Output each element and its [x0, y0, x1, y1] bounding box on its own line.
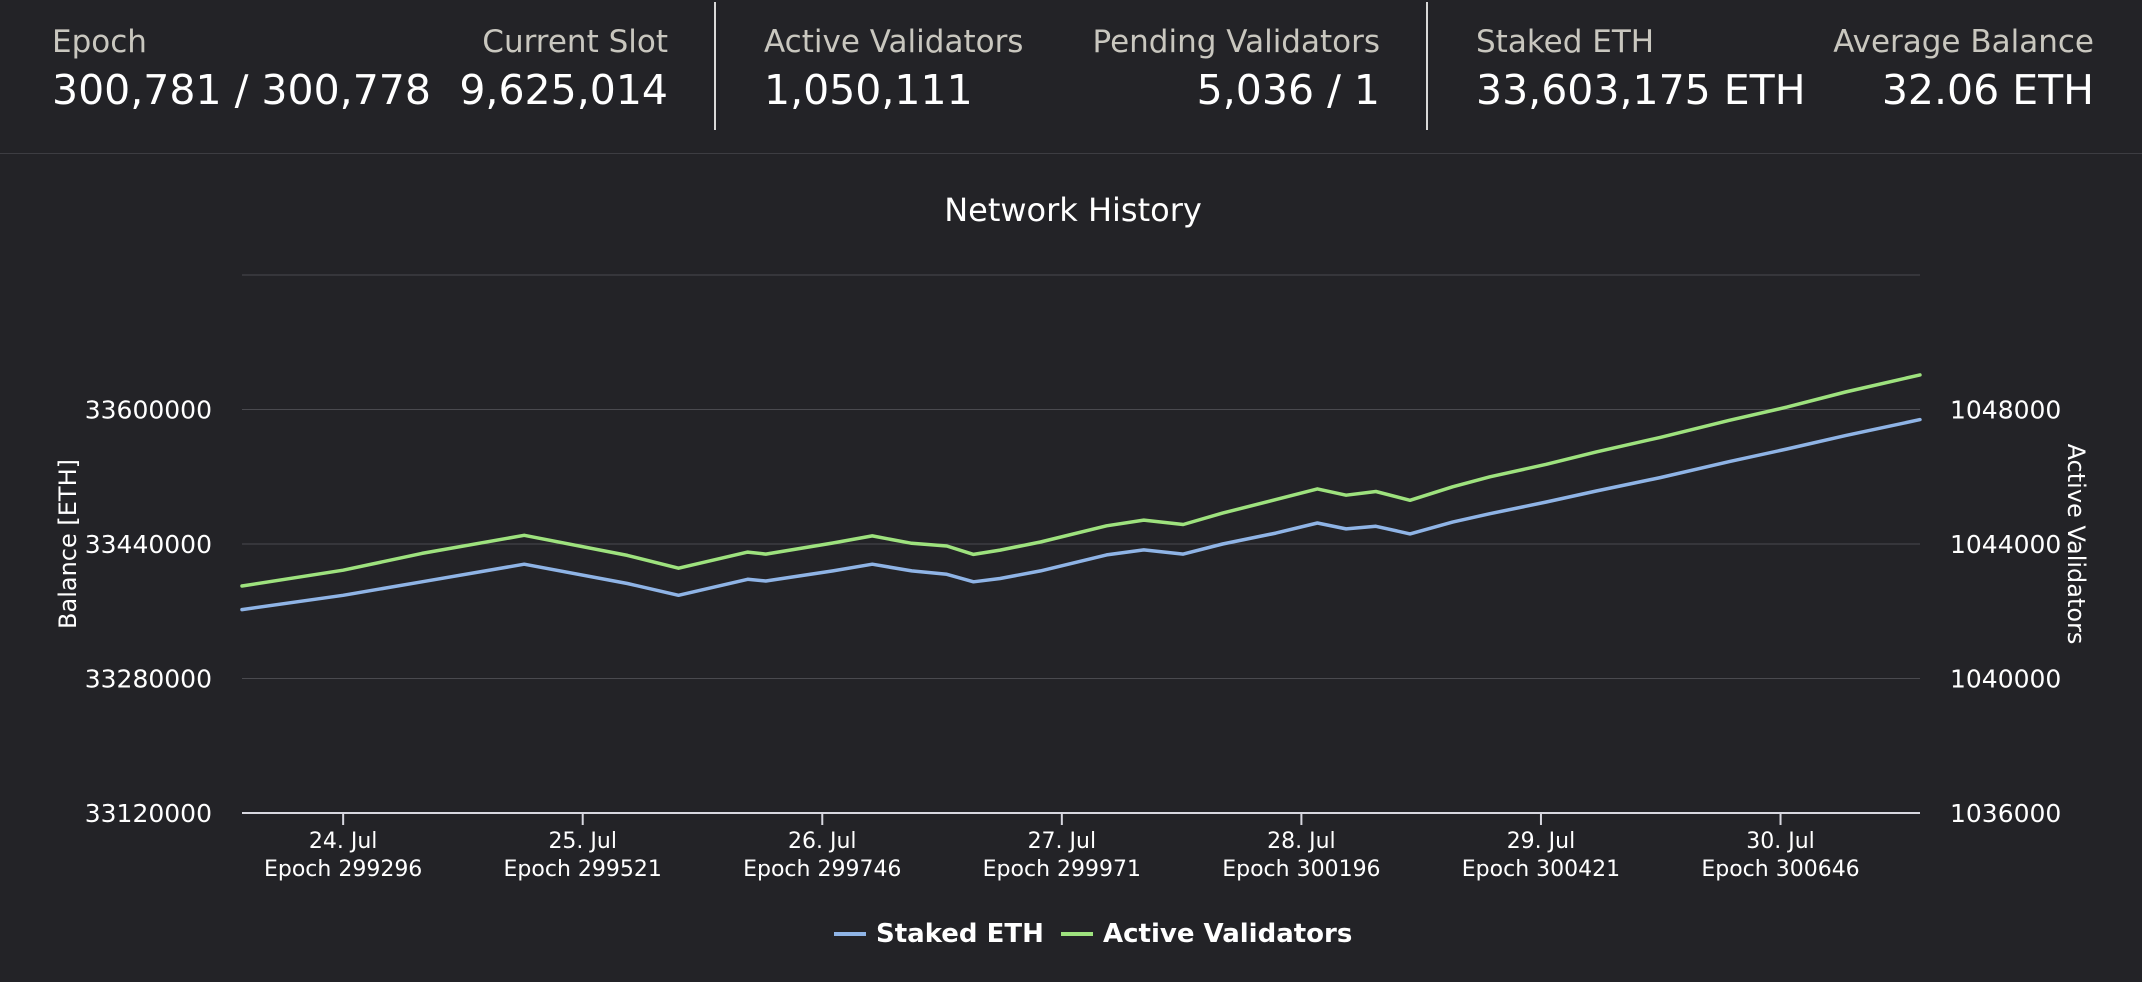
- stat-staked-eth: Staked ETH 33,603,175 ETH: [1476, 22, 1806, 118]
- x-tick-date-label: 27. Jul: [1028, 829, 1097, 854]
- legend-label-staked-eth: Staked ETH: [876, 919, 1044, 949]
- grid-layer: [242, 274, 1920, 679]
- y-left-tick-label: 33600000: [85, 396, 212, 425]
- stat-pending-validators: Pending Validators 5,036 / 1: [1093, 22, 1381, 118]
- x-tick-date-label: 26. Jul: [788, 829, 857, 854]
- x-tick-date-label: 24. Jul: [309, 829, 378, 854]
- stat-pending-validators-value: 5,036 / 1: [1196, 66, 1380, 114]
- stat-epoch-label: Epoch: [52, 24, 147, 60]
- chart-legend[interactable]: Staked ETH Active Validators: [834, 919, 1352, 949]
- stat-current-slot: Current Slot 9,625,014: [459, 22, 668, 118]
- y-left-tick-label: 33120000: [85, 799, 212, 828]
- x-tick-epoch-label: Epoch 299296: [264, 857, 422, 882]
- series-line-active-validators[interactable]: [240, 373, 1922, 588]
- legend-label-active-validators: Active Validators: [1103, 919, 1352, 949]
- x-tick-epoch-label: Epoch 300421: [1462, 857, 1620, 882]
- y-right-tick-label: 1048000: [1950, 396, 2061, 425]
- x-tick-epoch-label: Epoch 299746: [743, 857, 901, 882]
- stats-divider: [714, 2, 716, 130]
- stat-active-validators: Active Validators 1,050,111: [764, 22, 1023, 118]
- y-left-tick-label: 33440000: [85, 530, 212, 559]
- x-tick-epoch-label: Epoch 299521: [504, 857, 662, 882]
- stat-average-balance: Average Balance 32.06 ETH: [1833, 22, 2094, 118]
- y-axis-right-label: Active Validators: [2062, 444, 2090, 645]
- stat-current-slot-label: Current Slot: [482, 24, 668, 60]
- x-tick-epoch-label: Epoch 300646: [1701, 857, 1859, 882]
- chart-svg: Network History 33120000 33280000 33440000…: [54, 191, 2090, 949]
- chart-title: Network History: [944, 191, 1202, 229]
- stat-current-slot-value: 9,625,014: [459, 66, 668, 114]
- y-right-tick-label: 1044000: [1950, 530, 2061, 559]
- legend-item-staked-eth[interactable]: Staked ETH: [834, 919, 1044, 949]
- stat-staked-eth-label: Staked ETH: [1476, 24, 1655, 60]
- stat-average-balance-value: 32.06 ETH: [1881, 66, 2094, 114]
- series-line-staked-eth[interactable]: [240, 417, 1922, 612]
- stat-active-validators-value: 1,050,111: [764, 66, 973, 114]
- x-tick-epoch-label: Epoch 300196: [1222, 857, 1380, 882]
- legend-item-active-validators[interactable]: Active Validators: [1061, 919, 1352, 949]
- series-layer: [240, 373, 1922, 612]
- network-history-chart: Network History 33120000 33280000 33440000…: [0, 155, 2142, 978]
- y-axis-left-label: Balance [ETH]: [54, 459, 82, 629]
- stat-active-validators-label: Active Validators: [764, 24, 1024, 60]
- axis-layer: 33120000 33280000 33440000 33600000 1036000 1…: [85, 396, 2062, 883]
- x-tick-epoch-label: Epoch 299971: [983, 857, 1141, 882]
- y-right-tick-label: 1036000: [1950, 799, 2061, 828]
- stats-divider: [1426, 2, 1428, 130]
- stat-pending-validators-label: Pending Validators: [1092, 24, 1381, 60]
- y-left-tick-label: 33280000: [85, 665, 212, 694]
- stat-average-balance-label: Average Balance: [1833, 24, 2094, 60]
- network-stats-bar: Epoch 300,781 / 300,778 Current Slot 9,6…: [0, 0, 2142, 154]
- y-right-tick-label: 1040000: [1950, 665, 2061, 694]
- stat-staked-eth-value: 33,603,175 ETH: [1476, 66, 1806, 114]
- x-tick-date-label: 25. Jul: [548, 829, 617, 854]
- x-tick-date-label: 28. Jul: [1267, 829, 1336, 854]
- stat-epoch-value: 300,781 / 300,778: [52, 66, 431, 114]
- x-tick-date-label: 29. Jul: [1507, 829, 1576, 854]
- x-tick-date-label: 30. Jul: [1746, 829, 1815, 854]
- stat-epoch: Epoch 300,781 / 300,778: [52, 22, 431, 118]
